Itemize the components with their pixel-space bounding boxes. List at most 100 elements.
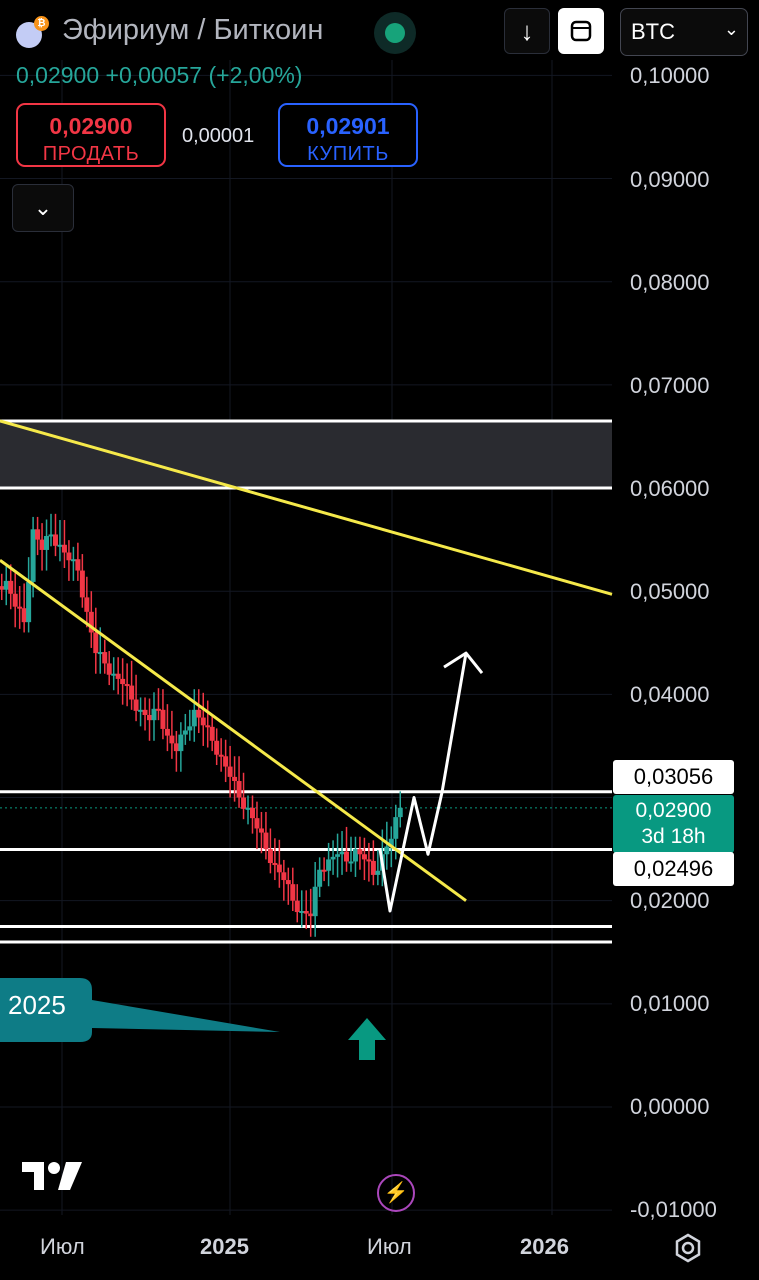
candle-body xyxy=(209,726,215,741)
x-tick: Июл xyxy=(40,1234,85,1259)
candle-body xyxy=(173,743,179,752)
x-tick: 2026 xyxy=(520,1234,569,1259)
lightning-icon[interactable]: ⚡ xyxy=(377,1174,415,1212)
arrow-down-icon: ↓ xyxy=(520,15,534,46)
candle-body xyxy=(223,756,229,767)
candle-body xyxy=(12,593,18,607)
buy-price: 0,02901 xyxy=(306,113,390,139)
candle-body xyxy=(79,570,85,598)
candle-body xyxy=(21,608,27,623)
bitcoin-icon: ₿ xyxy=(34,16,49,31)
candle-body xyxy=(236,781,242,798)
candle-body xyxy=(155,708,161,711)
candle-body xyxy=(84,597,90,612)
candle-body xyxy=(335,854,341,857)
candle-body xyxy=(326,859,332,871)
candle-body xyxy=(39,539,45,550)
lower-level-label: 0,02496 xyxy=(613,852,734,886)
candle-body xyxy=(3,580,9,590)
candle-body xyxy=(182,730,188,735)
candle-body xyxy=(169,735,175,744)
candle-body xyxy=(106,663,112,675)
trendline xyxy=(0,419,613,596)
symbol-title[interactable]: Эфириум / Биткоин xyxy=(62,14,324,46)
candle-body xyxy=(120,678,126,685)
candle-body xyxy=(344,851,350,862)
candle-body xyxy=(249,807,255,819)
candle-body xyxy=(151,708,157,721)
candle-body xyxy=(312,886,318,917)
candle-body xyxy=(388,838,394,847)
chevron-down-icon: ⌄ xyxy=(33,195,53,220)
trendline xyxy=(0,559,467,902)
y-tick: -0,01000 xyxy=(630,1197,717,1222)
candle-body xyxy=(227,766,233,777)
trendlines xyxy=(0,419,613,902)
candle-body xyxy=(133,699,139,711)
sell-button[interactable]: 0,02900 ПРОДАТЬ xyxy=(16,103,166,167)
candle-body xyxy=(48,534,54,537)
collapse-button[interactable]: ⌄ xyxy=(12,184,74,232)
candle-body xyxy=(75,559,81,571)
candle-body xyxy=(17,606,23,609)
candle-body xyxy=(317,869,323,887)
callout-text: 2025 xyxy=(8,990,66,1020)
candle-body xyxy=(124,684,130,687)
candle-body xyxy=(138,709,144,712)
candle-body xyxy=(147,714,153,721)
candle-body xyxy=(339,851,345,855)
sell-price: 0,02900 xyxy=(49,113,133,139)
candle-body xyxy=(352,849,358,862)
candle-body xyxy=(26,581,32,623)
price-change: +0,00057 xyxy=(105,62,203,88)
candlestick-series xyxy=(0,513,403,937)
buy-button[interactable]: 0,02901 КУПИТЬ xyxy=(278,103,418,167)
candle-body xyxy=(52,534,58,546)
quote-line: 0,02900 +0,00057 (+2,00%) xyxy=(16,62,302,89)
candle-body xyxy=(8,580,14,594)
upper-level-label: 0,03056 xyxy=(613,760,734,794)
y-tick: 0,05000 xyxy=(630,579,710,604)
up-arrow-icon[interactable] xyxy=(346,1016,388,1062)
candle-body xyxy=(102,652,108,664)
candle-body xyxy=(263,832,269,850)
y-tick: 0,09000 xyxy=(630,167,710,192)
candle-body xyxy=(97,652,103,655)
candle-body xyxy=(294,900,300,913)
candle-body xyxy=(0,586,5,590)
fullscreen-button[interactable] xyxy=(558,8,604,54)
candle-body xyxy=(348,861,354,864)
candle-body xyxy=(187,726,193,731)
candle-body xyxy=(290,884,296,901)
candle-body xyxy=(44,536,50,550)
projection-line xyxy=(378,652,468,913)
y-tick: 0,01000 xyxy=(630,991,710,1016)
y-tick: 0,07000 xyxy=(630,373,710,398)
download-button[interactable]: ↓ xyxy=(504,8,550,54)
candle-body xyxy=(93,632,99,654)
candle-body xyxy=(375,870,381,875)
candle-body xyxy=(142,709,148,715)
candle-body xyxy=(285,880,291,885)
candle-body xyxy=(245,807,251,810)
candle-body xyxy=(164,728,170,736)
candle-body xyxy=(397,807,403,818)
y-tick: 0,02000 xyxy=(630,888,710,913)
candle-body xyxy=(330,856,336,860)
candle-body xyxy=(366,859,372,862)
tradingview-logo xyxy=(20,1158,86,1203)
y-tick: 0,04000 xyxy=(630,682,710,707)
candle-body xyxy=(272,863,278,866)
candle-body xyxy=(281,872,287,881)
currency-select[interactable]: BTC ⌄ xyxy=(620,8,748,56)
candle-body xyxy=(393,817,399,839)
current-price-label: 0,02900 3d 18h xyxy=(613,795,734,853)
candle-body xyxy=(361,854,367,860)
candle-body xyxy=(370,860,376,875)
candle-body xyxy=(308,913,314,917)
candle-body xyxy=(258,828,264,833)
callout-annotation[interactable] xyxy=(0,970,300,1060)
candle-body xyxy=(299,910,305,913)
settings-icon[interactable] xyxy=(672,1232,704,1272)
